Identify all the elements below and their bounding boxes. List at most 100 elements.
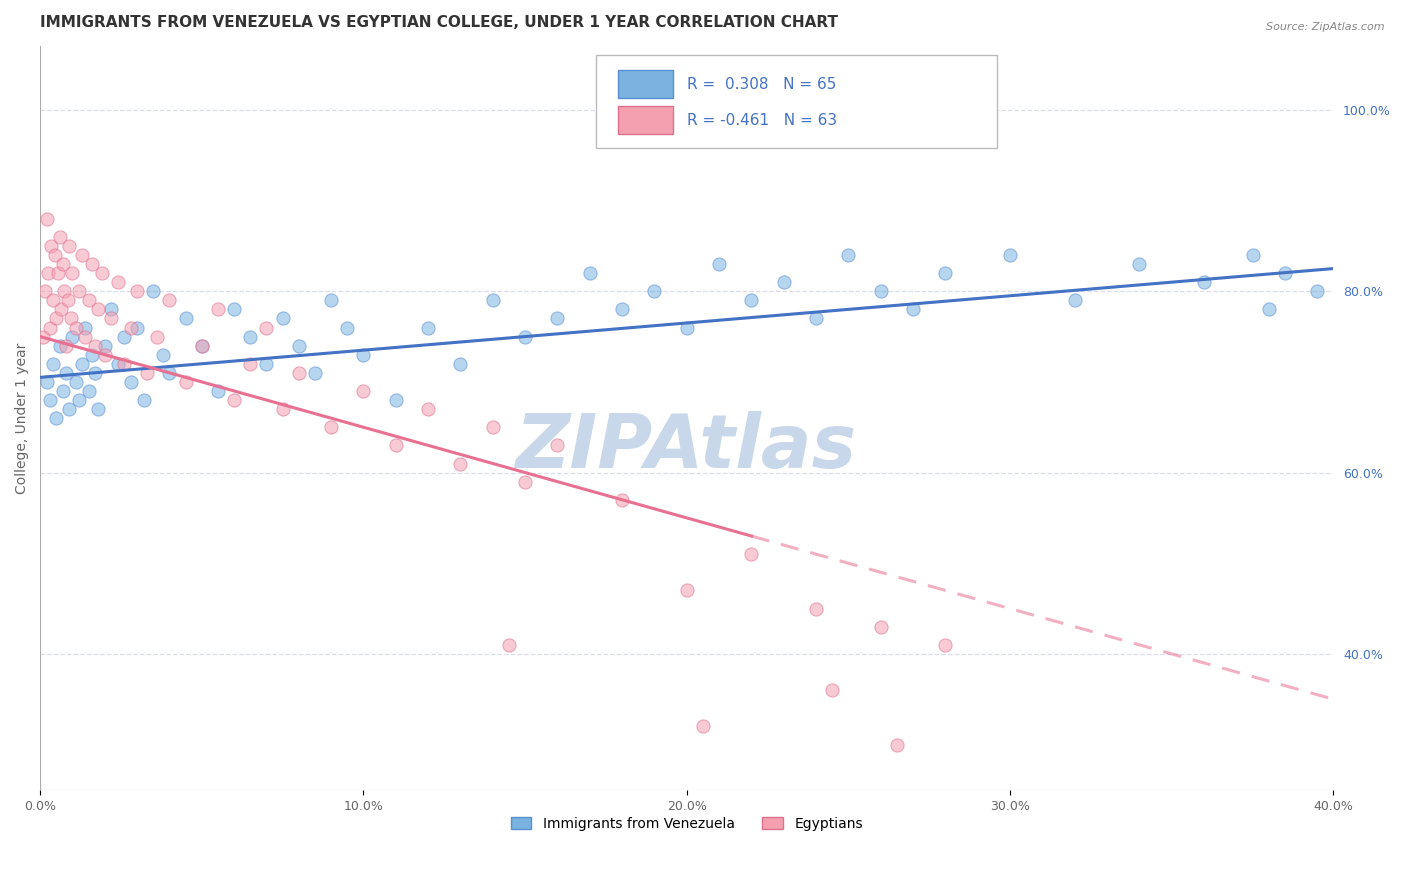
Point: [52, 384, 75, 398]
Point: [67, 392, 90, 407]
Point: [35, 375, 58, 389]
Point: [48, 338, 70, 352]
Point: [191, 338, 214, 352]
Point: [886, 738, 908, 752]
Text: R = -0.461   N = 63: R = -0.461 N = 63: [686, 112, 837, 128]
Point: [84, 366, 107, 380]
Point: [41, 239, 63, 253]
Bar: [619, 70, 672, 98]
Point: [304, 366, 326, 380]
Point: [80, 257, 103, 271]
Point: [934, 266, 956, 280]
Point: [90, 266, 112, 280]
Point: [481, 293, 503, 308]
Text: ZIPAtlas: ZIPAtlas: [516, 411, 858, 484]
Point: [837, 248, 859, 262]
Text: Source: ZipAtlas.com: Source: ZipAtlas.com: [1267, 22, 1385, 32]
Point: [191, 338, 214, 352]
Point: [692, 719, 714, 733]
Point: [58, 239, 80, 253]
Point: [70, 357, 93, 371]
Point: [53, 285, 76, 299]
Point: [87, 302, 110, 317]
Point: [45, 311, 67, 326]
Point: [55, 338, 77, 352]
Point: [416, 320, 439, 334]
Point: [65, 375, 87, 389]
Point: [239, 357, 262, 371]
Point: [49, 302, 72, 317]
Point: [94, 348, 117, 362]
Point: [132, 392, 155, 407]
Point: [498, 638, 520, 652]
Point: [610, 302, 633, 317]
Point: [42, 293, 65, 308]
Point: [352, 348, 374, 362]
Point: [352, 384, 374, 398]
Point: [1128, 257, 1150, 271]
Point: [481, 420, 503, 434]
Point: [62, 266, 84, 280]
Point: [159, 293, 181, 308]
Point: [120, 320, 142, 334]
Y-axis label: College, Under 1 year: College, Under 1 year: [15, 343, 30, 494]
Point: [174, 375, 197, 389]
Point: [65, 320, 87, 334]
FancyBboxPatch shape: [596, 55, 997, 148]
Text: IMMIGRANTS FROM VENEZUELA VS EGYPTIAN COLLEGE, UNDER 1 YEAR CORRELATION CHART: IMMIGRANTS FROM VENEZUELA VS EGYPTIAN CO…: [41, 15, 838, 30]
Point: [513, 329, 536, 343]
Bar: [619, 106, 672, 134]
Point: [112, 357, 135, 371]
Point: [384, 392, 406, 407]
Point: [67, 285, 90, 299]
Point: [127, 285, 149, 299]
Point: [239, 329, 262, 343]
Point: [142, 285, 165, 299]
Point: [546, 438, 568, 452]
Point: [271, 311, 294, 326]
Point: [38, 320, 60, 334]
Point: [416, 402, 439, 417]
Point: [513, 475, 536, 489]
Point: [48, 230, 70, 244]
Point: [546, 311, 568, 326]
Point: [319, 420, 342, 434]
Point: [107, 357, 129, 371]
Point: [675, 320, 697, 334]
Point: [336, 320, 359, 334]
Point: [94, 338, 117, 352]
Point: [58, 402, 80, 417]
Point: [44, 248, 66, 262]
Point: [52, 257, 75, 271]
Point: [38, 392, 60, 407]
Point: [34, 285, 56, 299]
Point: [449, 457, 471, 471]
Legend: Immigrants from Venezuela, Egyptians: Immigrants from Venezuela, Egyptians: [505, 812, 869, 837]
Point: [256, 320, 278, 334]
Point: [32, 329, 55, 343]
Point: [42, 357, 65, 371]
Point: [740, 293, 762, 308]
Point: [55, 366, 77, 380]
Point: [578, 266, 600, 280]
Point: [59, 311, 82, 326]
Point: [135, 366, 157, 380]
Point: [1241, 248, 1264, 262]
Point: [821, 683, 844, 698]
Point: [772, 275, 794, 289]
Point: [643, 285, 665, 299]
Point: [998, 248, 1021, 262]
Point: [319, 293, 342, 308]
Point: [287, 366, 309, 380]
Point: [107, 275, 129, 289]
Point: [224, 302, 246, 317]
Point: [869, 285, 891, 299]
Point: [75, 320, 97, 334]
Point: [869, 620, 891, 634]
Point: [207, 302, 229, 317]
Point: [740, 547, 762, 561]
Point: [707, 257, 730, 271]
Point: [35, 211, 58, 226]
Point: [70, 248, 93, 262]
Point: [127, 320, 149, 334]
